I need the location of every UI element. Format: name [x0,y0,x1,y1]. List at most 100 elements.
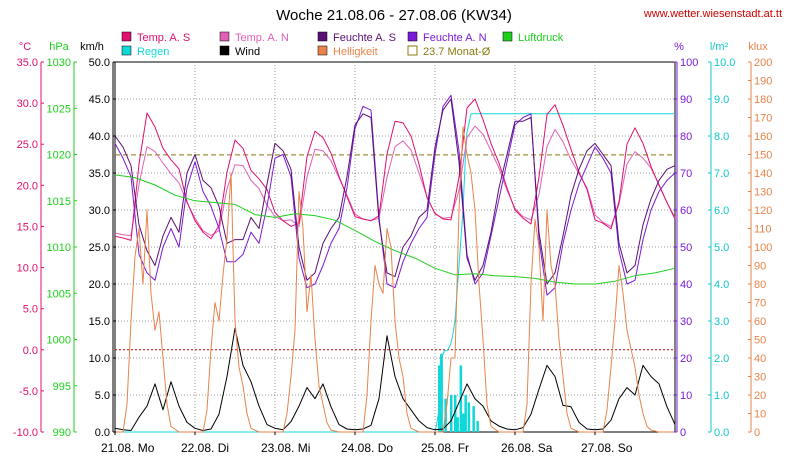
axis-label-rain: 1.0 [714,390,729,402]
chart-title: Woche 21.08.06 - 27.08.06 (KW34) [276,7,512,24]
chart-legend: Temp. A. S Temp. A. N Feuchte A. S Feuchte … [121,31,564,58]
axis-label-rain: 7.0 [714,168,729,180]
axis-label-percent: 40 [680,279,692,291]
axis-label-percent: 90 [680,94,692,106]
rain-bar [464,395,467,432]
series-line-feuchte_n [114,94,676,296]
legend-label: Feuchte A. S [333,32,396,44]
axis-unit-rain: l/m² [710,41,729,53]
axis-label-hpa: 1025 [47,103,71,115]
x-label: 26.08. Sa [501,441,553,455]
axis-units: °C hPa km/h% l/m² klux [19,41,768,53]
axis-label-hpa: 995 [53,381,71,393]
axis-label-kmh: 45.0 [89,94,110,106]
axis-label-klux: 120 [754,205,772,217]
legend-swatch [219,45,230,56]
axis-label-percent: 60 [680,205,692,217]
x-label: 24.08. Do [341,441,393,455]
rain-bar [472,406,475,432]
legend-swatch [502,31,513,42]
axis-label-temp: 25.0 [17,139,38,151]
axis-label-rain: 0.0 [714,427,729,439]
axis-label-temp: 35.0 [17,57,38,69]
series-layer [114,94,676,433]
legend-label: Wind [235,46,260,58]
axis-label-kmh: 50.0 [89,57,110,69]
legend-swatch [317,31,328,42]
axis-label-temp: 10.0 [17,263,38,275]
legend-swatch [121,31,132,42]
axis-label-kmh: 40.0 [89,131,110,143]
axis-label-temp: 5.0 [23,304,38,316]
axis-label-temp: 20.0 [17,180,38,192]
axis-label-hpa: 1000 [47,335,71,347]
axis-label-percent: 50 [680,242,692,254]
axis-label-klux: 140 [754,168,772,180]
axis-label-klux: 130 [754,187,772,199]
axis-label-klux: 190 [754,76,772,88]
axis-unit-percent: % [674,41,684,53]
axis-label-temp: 30.0 [17,98,38,110]
axis-label-klux: 60 [754,316,766,328]
axis-label-hpa: 1030 [47,57,71,69]
x-label: 27.08. So [581,441,633,455]
axis-label-klux: 0 [754,427,760,439]
axis-label-klux: 180 [754,94,772,106]
rain-bar [462,413,465,432]
axis-label-klux: 100 [754,242,772,254]
legend-swatch [407,45,418,56]
axis-label-percent: 10 [680,390,692,402]
legend-label: Temp. A. S [137,32,190,44]
axis-label-hpa: 1015 [47,196,71,208]
axis-label-klux: 80 [754,279,766,291]
rain-bar [450,395,453,432]
axis-label-percent: 100 [680,57,698,69]
axis-label-klux: 200 [754,57,772,69]
rain-bar [467,402,471,432]
chart-axes: 35.0 30.0 25.0 20.0 15.0 10.0 5.0 0.0 -5.0 -10.0 1… [13,57,772,439]
axis-label-temp: -5.0 [19,386,38,398]
legend-swatch [317,45,328,56]
axis-unit-kmh: km/h [80,41,104,53]
legend-swatch [219,31,230,42]
axis-label-rain: 9.0 [714,94,729,106]
axis-label-rain: 5.0 [714,242,729,254]
axis-label-percent: 70 [680,168,692,180]
axis-label-rain: 3.0 [714,316,729,328]
legend-label: Feuchte A. N [423,32,487,44]
rain-bar [476,420,479,432]
axis-label-percent: 80 [680,131,692,143]
axis-label-hpa: 1005 [47,288,71,300]
axis-label-rain: 2.0 [714,353,729,365]
series-line-wind [114,327,676,431]
axis-label-rain: 6.0 [714,205,729,217]
legend-label: 23.7 Monat-Ø [423,46,491,58]
axis-label-klux: 150 [754,150,772,162]
legend-label: Helligkeit [333,46,378,58]
axis-label-klux: 90 [754,261,766,273]
axis-label-klux: 110 [754,224,772,236]
website-link[interactable]: www.wetter.wiesenstadt.at.tt [643,8,782,20]
axis-label-klux: 50 [754,335,766,347]
axis-label-kmh: 35.0 [89,168,110,180]
x-label: 21.08. Mo [101,441,155,455]
x-axis-labels: 21.08. Mo 22.08. Di 23.08. Mi 24.08. Do 25.0… [101,432,633,455]
legend-label: Temp. A. N [235,32,289,44]
legend-label: Regen [137,46,169,58]
axis-label-rain: 8.0 [714,131,729,143]
x-label: 23.08. Mi [261,441,310,455]
x-label: 22.08. Di [181,441,229,455]
axis-label-rain: 4.0 [714,279,729,291]
axis-label-klux: 160 [754,131,772,143]
axis-label-temp: 15.0 [17,221,38,233]
axis-label-hpa: 990 [53,427,71,439]
series-line-feuchte_s [114,98,676,285]
axis-label-hpa: 1010 [47,242,71,254]
axis-label-percent: 0 [680,427,686,439]
axis-label-temp: -10.0 [13,427,38,439]
axis-label-hpa: 1020 [47,150,71,162]
axis-unit-hpa: hPa [49,41,69,53]
axis-label-kmh: 0.0 [95,427,110,439]
axis-unit-klux: klux [748,41,768,53]
